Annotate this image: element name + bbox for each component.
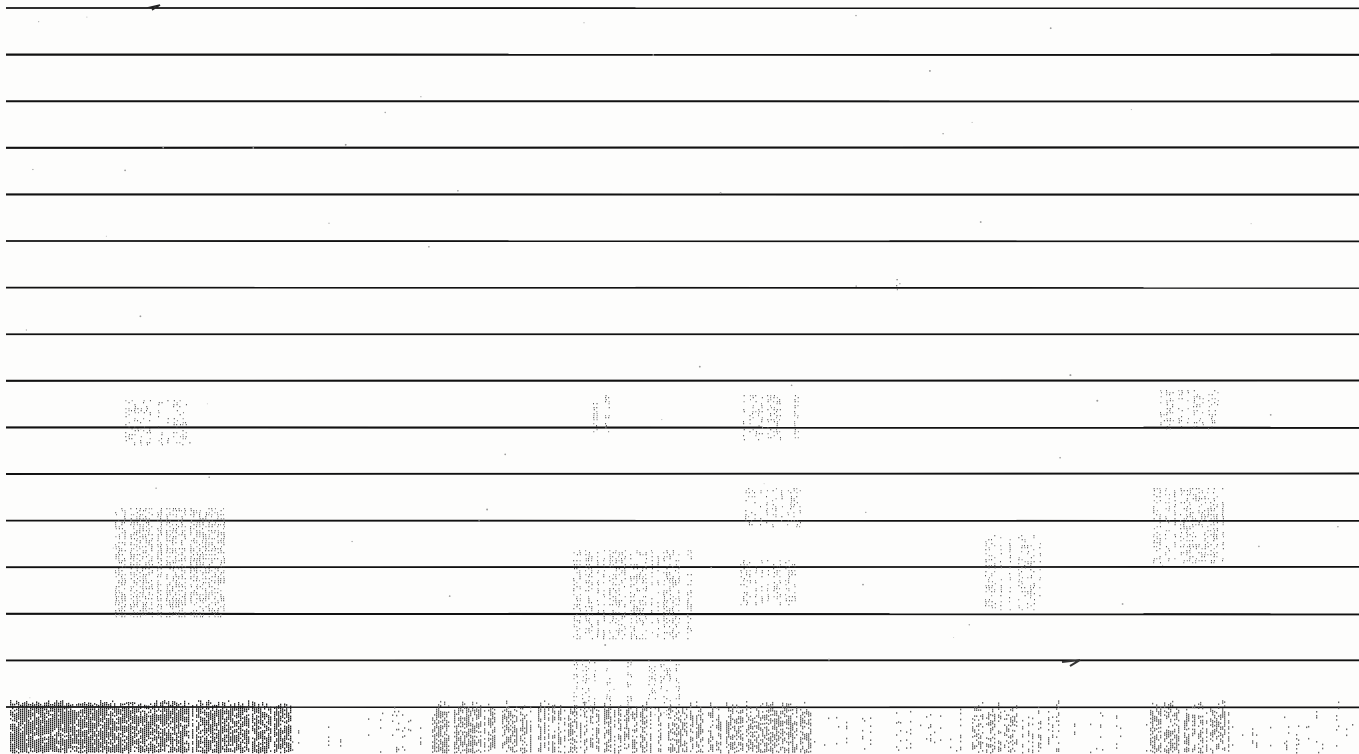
speck	[583, 22, 585, 24]
speck	[448, 595, 451, 597]
speck	[953, 637, 955, 639]
speck	[189, 441, 191, 444]
speck	[1069, 374, 1072, 377]
speck	[504, 453, 507, 456]
speck	[979, 221, 982, 223]
speck	[1162, 564, 1164, 566]
speck	[1059, 456, 1061, 459]
stipple-cluster	[740, 560, 796, 606]
speck	[1337, 526, 1339, 528]
ruled-lines	[5, 7, 1359, 709]
ruled-line	[5, 612, 1359, 616]
speck	[112, 547, 114, 549]
speck	[384, 111, 386, 114]
speck	[328, 222, 330, 224]
speck	[790, 384, 793, 387]
stipple-cluster	[115, 508, 225, 618]
speck	[1258, 545, 1260, 548]
speck	[486, 508, 489, 511]
speck	[763, 483, 765, 485]
bottom-noise-strip	[10, 700, 1354, 754]
speck	[710, 566, 712, 569]
speck	[351, 540, 353, 543]
speck	[86, 16, 88, 18]
speck	[652, 54, 655, 56]
speck	[855, 285, 857, 287]
speck	[698, 365, 701, 368]
speck	[613, 688, 615, 691]
stipple-cluster	[1160, 390, 1219, 430]
speck	[344, 143, 347, 146]
stipple-cluster	[573, 550, 692, 640]
speck	[1181, 492, 1183, 494]
speck	[162, 146, 165, 149]
speck	[155, 487, 157, 489]
stipple-cluster	[985, 535, 1041, 611]
speck	[457, 190, 459, 192]
speck	[428, 245, 430, 248]
speck	[1130, 109, 1132, 111]
speck	[865, 511, 867, 514]
speck	[855, 14, 857, 17]
stipple-cluster	[743, 395, 799, 441]
speck	[862, 583, 864, 586]
speck	[478, 519, 480, 522]
stipple-cluster	[573, 660, 680, 716]
speck	[971, 121, 973, 123]
speck	[968, 624, 971, 626]
speck	[604, 644, 607, 646]
stipple-cluster	[896, 279, 901, 291]
stipple-cluster	[593, 395, 610, 433]
speck	[1269, 414, 1272, 416]
print-through-marks	[25, 14, 1339, 716]
speck	[942, 132, 944, 135]
speck	[420, 96, 422, 98]
speck	[661, 419, 663, 421]
speck	[828, 658, 830, 661]
speck	[32, 168, 34, 171]
speck	[206, 403, 208, 405]
stipple-cluster	[125, 400, 187, 446]
speck	[252, 147, 255, 149]
speck	[1096, 399, 1099, 402]
stipple-cluster	[1153, 488, 1224, 564]
ruled-line	[5, 472, 1359, 475]
ink-smudge-mark	[1061, 659, 1081, 667]
speck	[1049, 27, 1052, 30]
stipple-cluster	[745, 488, 801, 528]
speck	[1121, 603, 1124, 605]
speck	[139, 315, 142, 318]
speck	[38, 21, 40, 23]
speck	[719, 192, 722, 195]
speck	[25, 329, 28, 331]
pen-tick-mark	[146, 4, 161, 11]
speck	[208, 476, 210, 478]
speck	[124, 169, 126, 172]
speck	[105, 235, 107, 237]
speck	[928, 69, 931, 72]
speck	[140, 444, 142, 446]
speck	[1250, 223, 1252, 225]
speck	[29, 697, 31, 699]
